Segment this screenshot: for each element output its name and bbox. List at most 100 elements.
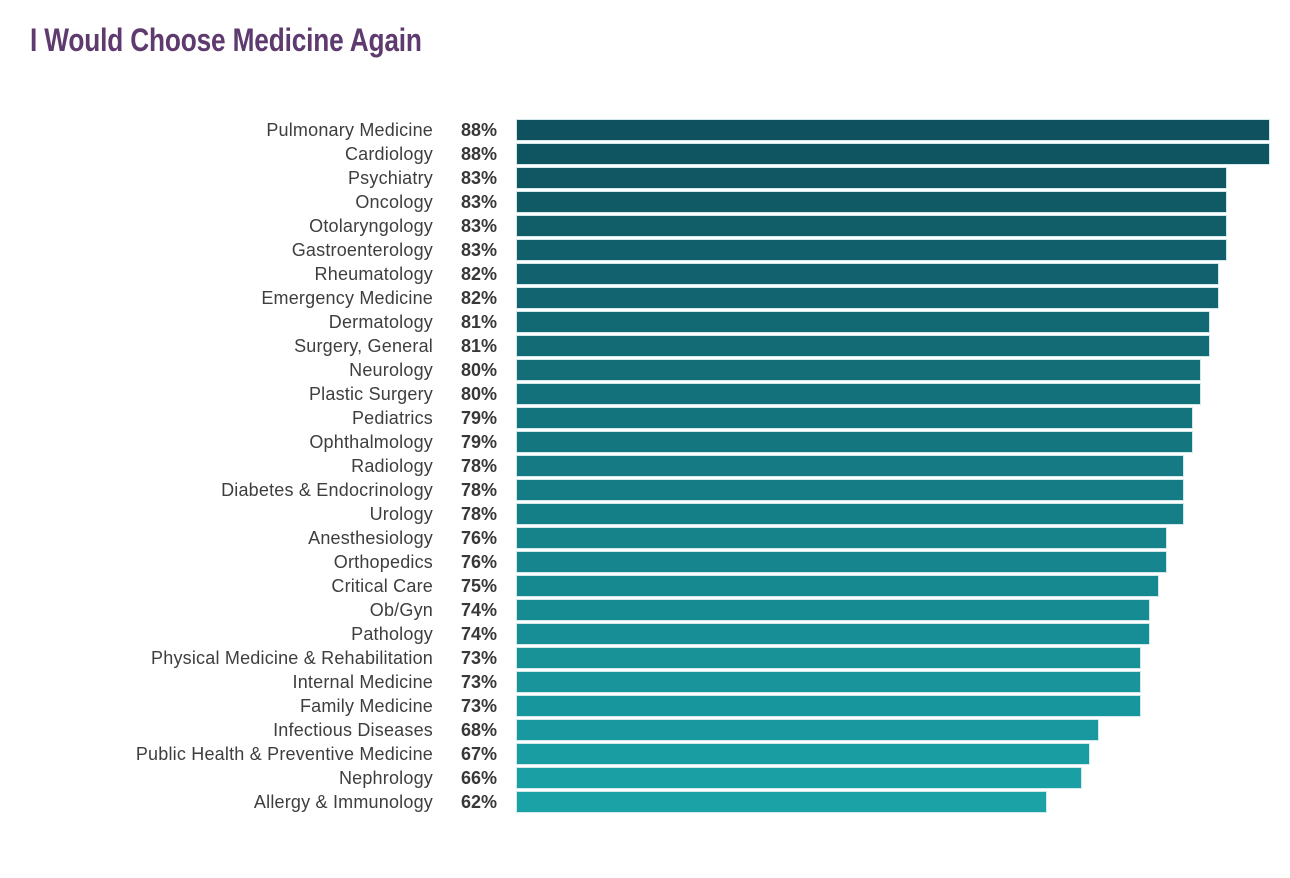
bar-track [516,767,1290,789]
bar [516,455,1185,477]
bar-track [516,239,1290,261]
bar-row: Nephrology 66% [0,767,1290,789]
bar-track [516,455,1290,477]
value-label: 82% [460,264,497,284]
value-label: 78% [460,480,497,500]
value-label: 73% [460,672,497,692]
bar-row: Neurology 80% [0,359,1290,381]
bar-track [516,407,1290,429]
category-label: Plastic Surgery [308,384,433,404]
bar [516,191,1228,213]
bar-track [516,503,1290,525]
bar-row: Orthopedics 76% [0,551,1290,573]
bar-row: Internal Medicine 73% [0,671,1290,693]
bar-row: Allergy & Immunology 62% [0,791,1290,813]
bar-track [516,695,1290,717]
bar-row: Rheumatology 82% [0,263,1290,285]
value-label: 62% [460,792,497,812]
category-label: Infectious Diseases [273,720,433,740]
bar-track [516,671,1290,693]
value-label: 80% [460,360,497,380]
bar-track [516,287,1290,309]
bar-row: Pulmonary Medicine 88% [0,119,1290,141]
value-label: 79% [460,432,497,452]
bar-row: Cardiology 88% [0,143,1290,165]
value-label: 81% [460,312,497,332]
value-label: 83% [460,216,497,236]
bar-row: Plastic Surgery 80% [0,383,1290,405]
category-label: Diabetes & Endocrinology [221,480,433,500]
category-label: Gastroenterology [291,240,433,260]
bar [516,551,1168,573]
bar-row: Ob/Gyn 74% [0,599,1290,621]
bar-row: Physical Medicine & Rehabilitation 73% [0,647,1290,669]
category-label: Urology [369,504,433,524]
bar [516,119,1270,141]
bar [516,791,1048,813]
category-label: Radiology [351,456,433,476]
bar [516,647,1142,669]
bar-row: Dermatology 81% [0,311,1290,333]
bar-track [516,263,1290,285]
category-label: Orthopedics [333,552,433,572]
category-label: Family Medicine [299,696,433,716]
bar-row: Urology 78% [0,503,1290,525]
value-label: 88% [460,120,497,140]
value-label: 68% [460,720,497,740]
category-label: Pathology [351,624,433,644]
value-label: 83% [460,240,497,260]
category-label: Oncology [355,192,433,212]
bar-track [516,167,1290,189]
category-label: Rheumatology [314,264,433,284]
category-label: Internal Medicine [292,672,433,692]
value-label: 74% [460,600,497,620]
bar-row: Surgery, General 81% [0,335,1290,357]
category-label: Allergy & Immunology [253,792,433,812]
bar-row: Psychiatry 83% [0,167,1290,189]
bar-track [516,599,1290,621]
bar-track [516,575,1290,597]
bar-track [516,311,1290,333]
value-label: 73% [460,696,497,716]
category-label: Neurology [349,360,433,380]
bar-chart: Pulmonary Medicine 88% Cardiology 88% Psychi… [0,119,1290,815]
bar-row: Pediatrics 79% [0,407,1290,429]
category-label: Emergency Medicine [261,288,433,308]
category-label: Anesthesiology [308,528,433,548]
bar [516,335,1211,357]
value-label: 67% [460,744,497,764]
value-label: 78% [460,504,497,524]
bar-row: Diabetes & Endocrinology 78% [0,479,1290,501]
bar-row: Pathology 74% [0,623,1290,645]
category-label: Pediatrics [351,408,433,428]
value-label: 78% [460,456,497,476]
bar-track [516,527,1290,549]
category-label: Critical Care [331,576,433,596]
bar-track [516,191,1290,213]
bar [516,311,1211,333]
bar-track [516,743,1290,765]
bar-row: Ophthalmology 79% [0,431,1290,453]
category-label: Surgery, General [294,336,433,356]
bar [516,167,1228,189]
bar-row: Anesthesiology 76% [0,527,1290,549]
value-label: 80% [460,384,497,404]
bar-row: Public Health & Preventive Medicine 67% [0,743,1290,765]
value-label: 75% [460,576,497,596]
bar-track [516,215,1290,237]
category-label: Cardiology [344,144,433,164]
value-label: 81% [460,336,497,356]
category-label: Ophthalmology [309,432,433,452]
bar-row: Otolaryngology 83% [0,215,1290,237]
bar-row: Critical Care 75% [0,575,1290,597]
bar [516,743,1091,765]
bar [516,527,1168,549]
bar-track [516,791,1290,813]
value-label: 83% [460,168,497,188]
bar-row: Radiology 78% [0,455,1290,477]
bar-track [516,143,1290,165]
category-label: Nephrology [338,768,433,788]
bar [516,479,1185,501]
value-label: 76% [460,528,497,548]
